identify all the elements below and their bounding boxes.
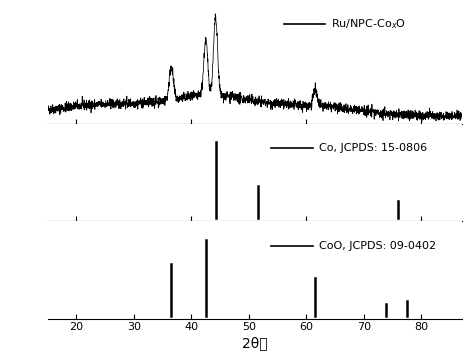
X-axis label: 2θ角: 2θ角	[242, 337, 268, 350]
Text: CoO, JCPDS: 09-0402: CoO, JCPDS: 09-0402	[319, 241, 436, 251]
Text: Ru/NPC-Co$_x$O: Ru/NPC-Co$_x$O	[331, 17, 407, 31]
Text: Co, JCPDS: 15-0806: Co, JCPDS: 15-0806	[319, 143, 427, 153]
